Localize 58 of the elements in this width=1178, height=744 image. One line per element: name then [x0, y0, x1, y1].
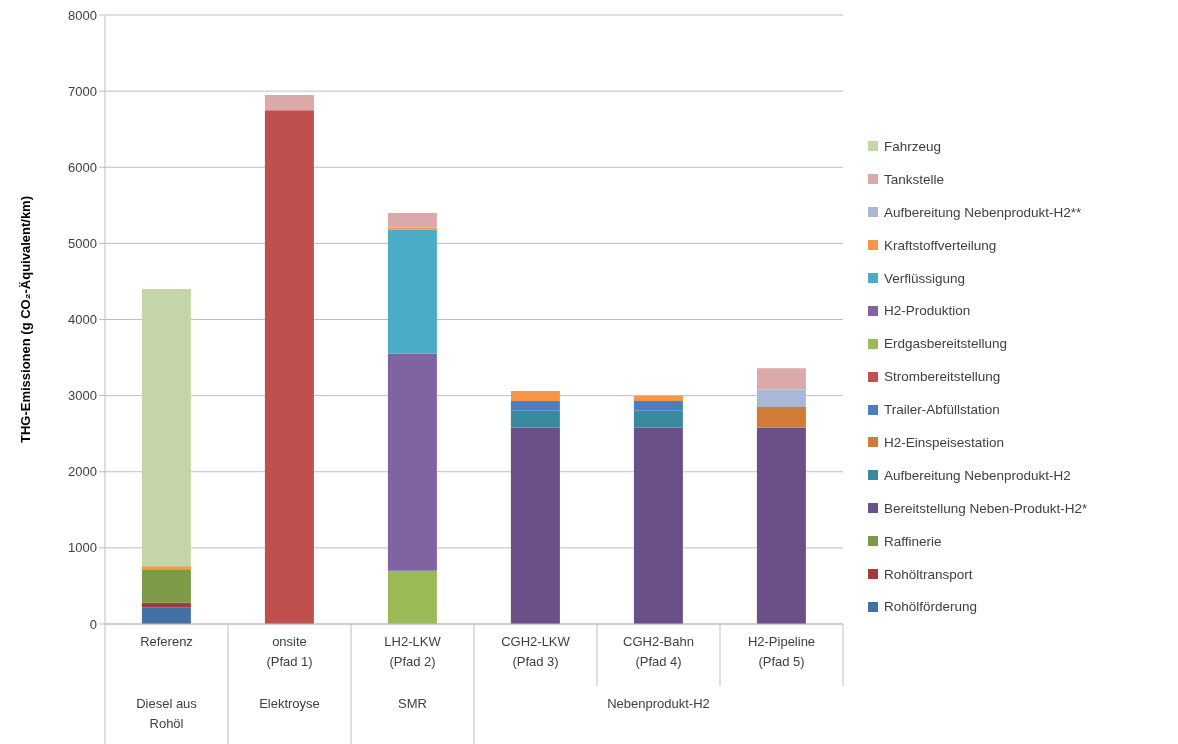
y-tick-label: 8000 — [68, 7, 97, 23]
x-tick-label: H2-Pipeline (Pfad 5) — [747, 634, 816, 669]
bar — [756, 427, 806, 624]
bar — [633, 427, 683, 624]
legend-label: Erdgasbereitstellung — [884, 336, 1008, 352]
bar — [387, 353, 437, 571]
legend-label: Aufbereitung Nebenprodukt-H2** — [884, 204, 1082, 220]
bar — [510, 391, 560, 401]
x-tick-label: Referenz — [140, 634, 193, 649]
y-tick-label: 7000 — [68, 83, 97, 99]
x-tick-label: CGH2-Bahn (Pfad 4) — [623, 634, 694, 669]
y-tick-label: 4000 — [68, 312, 97, 328]
bar — [633, 395, 683, 401]
legend-label: Trailer-Abfüllstation — [884, 402, 1000, 418]
bar — [756, 368, 806, 390]
bar — [141, 569, 191, 603]
bar — [387, 570, 437, 624]
legend-label: Verflüssigung — [884, 270, 966, 286]
text: Diesel aus Rohöl — [136, 696, 198, 731]
bar — [387, 227, 437, 230]
y-tick-label: 5000 — [68, 235, 97, 251]
x-tick-label: LH2-LKW (Pfad 2) — [384, 634, 442, 669]
legend-label: Aufbereitung Nebenprodukt-H2 — [884, 467, 1071, 483]
legend-label: Rohölförderung — [884, 599, 978, 615]
y-axis-title: THG-Emissionen (g CO₂-Äquivalent/km) — [18, 195, 33, 444]
text: Nebenprodukt-H2 — [607, 696, 710, 711]
legend-label: H2-Produktion — [884, 303, 971, 319]
bar — [264, 110, 314, 624]
legend-label: Fahrzeug — [884, 138, 942, 154]
x-tick-label: CGH2-LKW (Pfad 3) — [501, 634, 571, 669]
bar — [510, 410, 560, 428]
bar — [141, 566, 191, 570]
y-tick-label: 3000 — [68, 388, 97, 404]
text: Elektroyse — [259, 696, 320, 711]
legend-label: H2-Einspeisestation — [884, 434, 1005, 450]
legend-label: Strombereitstellung — [884, 369, 1001, 385]
legend-label: Tankstelle — [884, 171, 945, 187]
bar — [633, 400, 683, 411]
legend-label: Rohöltransport — [884, 566, 973, 582]
bar — [141, 607, 191, 624]
x-tick-label: onsite (Pfad 1) — [266, 634, 313, 669]
y-tick-label: 0 — [89, 616, 97, 632]
bar — [387, 229, 437, 354]
bar — [141, 289, 191, 567]
y-tick-label: 2000 — [68, 464, 97, 480]
y-tick-label: 6000 — [68, 159, 97, 175]
text: SMR — [398, 696, 427, 711]
bar — [756, 407, 806, 428]
bar — [510, 400, 560, 411]
legend-label: Raffinerie — [884, 533, 942, 549]
legend-label: Kraftstoffverteilung — [884, 237, 997, 253]
y-tick-label: 1000 — [68, 540, 97, 556]
bar — [264, 94, 314, 111]
bar — [387, 212, 437, 228]
legend-label: Bereitstellung Neben-Produkt-H2* — [884, 500, 1088, 516]
bar — [510, 427, 560, 624]
bar — [633, 410, 683, 428]
bar — [756, 389, 806, 408]
